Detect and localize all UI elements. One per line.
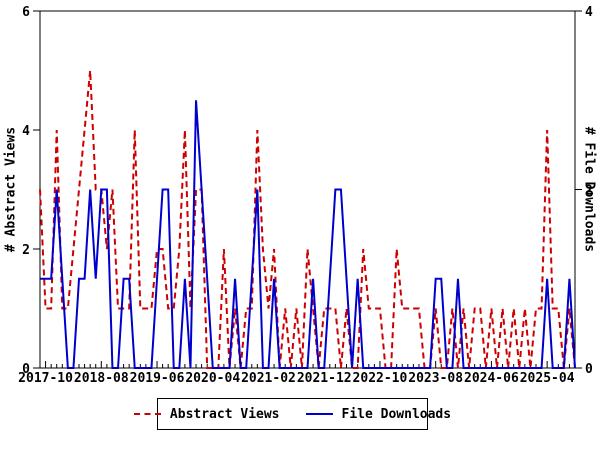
x-tick-label: 2023-08 [408, 371, 463, 386]
left-axis-title: # Abstract Views [3, 126, 19, 253]
left-tick-label: 4 [22, 124, 30, 139]
left-tick-label: 2 [22, 243, 30, 258]
legend-label-file-downloads: File Downloads [341, 406, 452, 422]
x-tick-label: 2024-06 [464, 371, 519, 386]
legend-entry-file-downloads: File Downloads [305, 406, 452, 422]
x-tick-label: 2020-04 [185, 371, 240, 386]
x-tick-label: 2025-04 [520, 371, 575, 386]
right-axis-title: # File Downloads [581, 126, 597, 253]
file-downloads-line-sample-icon [305, 413, 333, 415]
x-tick-label: 2017-10 [18, 371, 73, 386]
left-axis-ticks: 0 2 4 6 [22, 5, 40, 377]
left-tick-label: 6 [22, 5, 30, 20]
x-tick-label: 2018-08 [74, 371, 129, 386]
right-tick-label: 2 [585, 184, 593, 199]
right-tick-label: 4 [585, 5, 593, 20]
right-tick-label: 0 [585, 362, 593, 377]
x-tick-label: 2022-10 [353, 371, 408, 386]
x-tick-label: 2021-12 [297, 371, 352, 386]
right-axis-ticks: 0 2 4 [575, 5, 593, 377]
legend: Abstract Views File Downloads [133, 398, 451, 430]
left-tick-label: 0 [22, 362, 30, 377]
legend-label-abstract-views: Abstract Views [169, 406, 280, 422]
plot-border [39, 10, 576, 369]
x-tick-label: 2019-06 [130, 371, 185, 386]
legend-entry-abstract-views: Abstract Views [133, 406, 280, 422]
x-axis-ticks: 2017-10 2018-08 2019-06 2020-04 2021-02 2021-… [18, 361, 576, 386]
x-tick-label: 2021-02 [241, 371, 296, 386]
abstract-views-line-sample-icon [133, 413, 161, 415]
series-file-downloads [40, 100, 576, 369]
